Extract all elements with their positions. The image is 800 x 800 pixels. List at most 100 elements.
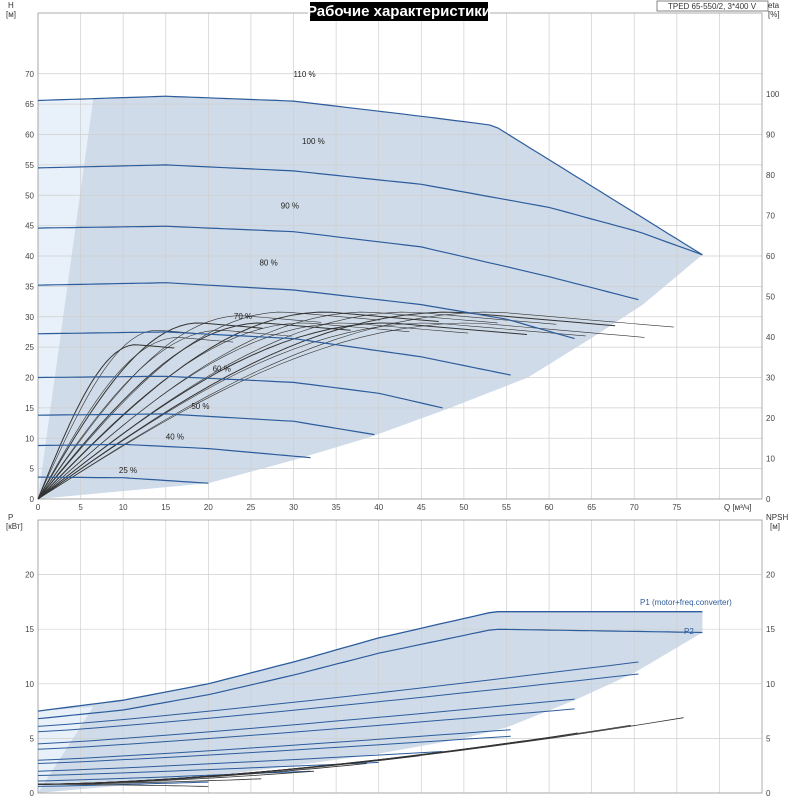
y-tick-label: 20 <box>25 374 34 383</box>
top-right-axis-title: eta <box>768 1 780 10</box>
efficiency-curve <box>37 322 645 500</box>
head-curve-110pct <box>37 95 703 256</box>
bottom-left-axis-title: P <box>8 513 13 522</box>
y-tick-label: 5 <box>30 465 35 474</box>
efficiency-curve <box>37 322 351 500</box>
y2-tick-label: 0 <box>766 495 771 504</box>
npsh-tick-label: 5 <box>766 734 771 743</box>
x-tick-label: 5 <box>78 503 83 512</box>
p-tick-label: 0 <box>30 789 35 798</box>
x-tick-label: 35 <box>332 503 341 512</box>
head-curve-50pct <box>37 413 375 436</box>
model-box <box>656 0 769 12</box>
head-curve-label: 100 % <box>302 137 325 146</box>
x-tick-label: 55 <box>502 503 511 512</box>
power-curve <box>37 673 639 733</box>
npsh-tick-label: 15 <box>766 625 775 634</box>
head-curve-80pct <box>37 282 575 340</box>
npsh-curve <box>37 717 684 785</box>
efficiency-curve <box>37 311 498 500</box>
y-tick-label: 40 <box>25 252 34 261</box>
efficiency-curve <box>37 315 322 500</box>
y2-tick-label: 30 <box>766 374 775 383</box>
x-tick-label: 70 <box>630 503 639 512</box>
p1-label: P1 (motor+freq.converter) <box>640 598 732 607</box>
npsh-tick-label: 10 <box>766 680 775 689</box>
power-curve <box>37 751 443 772</box>
head-curve-70pct <box>37 331 511 376</box>
head-curve-label: 90 % <box>281 202 299 211</box>
power-curve <box>37 735 511 764</box>
y-tick-label: 15 <box>25 404 34 413</box>
y-tick-label: 35 <box>25 282 34 291</box>
y2-tick-label: 90 <box>766 131 775 140</box>
p-tick-label: 20 <box>25 571 34 580</box>
p2-label: P2 <box>684 627 694 636</box>
x-tick-label: 30 <box>289 503 298 512</box>
head-curve-label: 70 % <box>234 312 252 321</box>
efficiency-curve <box>37 329 204 500</box>
y-tick-label: 45 <box>25 222 34 231</box>
npsh-tick-label: 20 <box>766 571 775 580</box>
efficiency-curve <box>37 311 439 500</box>
power-curve <box>37 729 511 761</box>
x-tick-label: 50 <box>459 503 468 512</box>
y2-tick-label: 40 <box>766 333 775 342</box>
top-envelope-light-zone <box>38 98 94 499</box>
efficiency-curve <box>37 311 381 500</box>
chart-title: Рабочие характеристики <box>307 3 491 20</box>
bottom-left-axis-unit: [кВт] <box>6 522 23 531</box>
y2-tick-label: 100 <box>766 90 780 99</box>
x-tick-label: 20 <box>204 503 213 512</box>
x-tick-label: 40 <box>374 503 383 512</box>
npsh-tick-label: 0 <box>766 789 771 798</box>
y-tick-label: 60 <box>25 131 34 140</box>
efficiency-curve <box>37 344 175 500</box>
y2-tick-label: 70 <box>766 212 775 221</box>
power-curve <box>37 781 209 787</box>
title-background <box>310 2 488 21</box>
y-tick-label: 70 <box>25 70 34 79</box>
head-curve-60pct <box>37 375 443 409</box>
top-left-axis-title: H <box>8 1 14 10</box>
p1-curve <box>37 611 703 712</box>
head-curve-label: 25 % <box>119 466 137 475</box>
y2-tick-label: 50 <box>766 293 775 302</box>
head-curve-100pct <box>37 164 703 256</box>
y2-tick-label: 60 <box>766 252 775 261</box>
head-curve-label: 110 % <box>294 70 316 79</box>
head-curve-40pct <box>37 443 311 459</box>
y-tick-label: 50 <box>25 191 34 200</box>
y-tick-label: 55 <box>25 161 34 170</box>
power-curve <box>37 698 575 745</box>
x-tick-label: 60 <box>545 503 554 512</box>
head-curve-90pct <box>37 225 639 301</box>
power-curve <box>37 761 379 776</box>
efficiency-curve <box>37 311 557 500</box>
bottom-envelope-light-zone <box>38 706 94 793</box>
bottom-panel-frame <box>37 519 763 794</box>
p-tick-label: 5 <box>30 734 35 743</box>
p-tick-label: 15 <box>25 625 34 634</box>
x-axis-label: Q [м³/ч] <box>724 503 751 512</box>
y-tick-label: 30 <box>25 313 34 322</box>
top-left-axis-unit: [м] <box>6 10 16 19</box>
p-tick-label: 10 <box>25 680 34 689</box>
y-tick-label: 10 <box>25 434 34 443</box>
x-tick-label: 10 <box>119 503 128 512</box>
efficiency-curve <box>37 311 616 500</box>
y2-tick-label: 20 <box>766 414 775 423</box>
x-tick-label: 65 <box>587 503 596 512</box>
p2-curve <box>37 628 703 720</box>
y-tick-label: 65 <box>25 100 34 109</box>
head-curve-25pct <box>37 476 209 484</box>
head-curve-label: 80 % <box>259 259 277 268</box>
head-curve-label: 60 % <box>213 364 231 373</box>
efficiency-curve <box>37 311 674 500</box>
x-tick-label: 45 <box>417 503 426 512</box>
x-tick-label: 15 <box>161 503 170 512</box>
x-tick-label: 25 <box>246 503 255 512</box>
y-tick-label: 0 <box>30 495 35 504</box>
efficiency-curve <box>37 329 292 500</box>
